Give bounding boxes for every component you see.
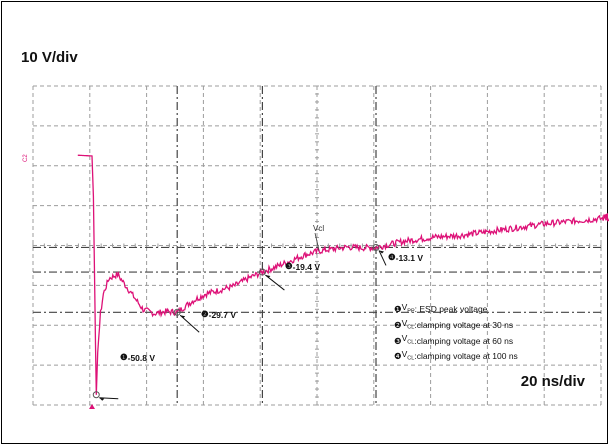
legend-item: ❷ VCL :clamping voltage at 30 ns <box>394 318 518 334</box>
trace-line <box>77 154 609 395</box>
annotation-marker <box>258 268 266 276</box>
legend-text: : ESD peak voltage <box>414 304 488 315</box>
callout-number: ❹ <box>388 252 396 262</box>
annotation-arrowhead <box>379 250 384 254</box>
legend-number: ❷ <box>394 320 402 331</box>
volts-per-div-label: 10 V/div <box>21 49 78 66</box>
time-per-div-label: 20 ns/div <box>520 373 585 390</box>
legend-number: ❹ <box>394 351 402 362</box>
legend-text: :clamping voltage at 30 ns <box>414 320 514 331</box>
trigger-marker <box>89 404 95 409</box>
channel-marker: C2 <box>23 154 29 162</box>
legend-symbol: VCL <box>401 317 415 331</box>
annotation-marker <box>372 243 380 251</box>
callout-value: -50.8 V <box>127 352 156 363</box>
legend-number: ❶ <box>394 304 402 315</box>
legend-symbol: VCL <box>401 349 415 362</box>
legend: ❶ VPP : ESD peak voltage ❷ VCL :clamping… <box>394 302 518 365</box>
legend-item: ❸ VCL :clamping voltage at 60 ns <box>394 333 518 349</box>
legend-item: ❶ VPP : ESD peak voltage <box>394 302 518 318</box>
trace-label-leader <box>314 232 320 252</box>
legend-symbol: VPP <box>401 302 415 315</box>
callout-value: -13.1 V <box>395 252 424 263</box>
annotation-arrow <box>99 397 119 400</box>
annotation-arrowhead <box>265 275 271 279</box>
callout-number: ❶ <box>120 352 128 362</box>
legend-item: ❹ VCL :clamping voltage at 100 ns <box>394 349 518 365</box>
legend-text: :clamping voltage at 100 ns <box>414 351 518 362</box>
annotation-arrow <box>378 250 387 266</box>
callout-peak: ❶ -50.8 V <box>120 352 155 363</box>
trace-label: Vcl <box>313 224 324 233</box>
annotation-arrow <box>179 314 200 333</box>
callout-value: -19.4 V <box>292 261 321 272</box>
reference-arrow <box>602 213 608 219</box>
annotation-arrowhead <box>180 315 186 319</box>
callout-number: ❷ <box>201 309 209 319</box>
callout-30ns: ❷ -29.7 V <box>201 309 236 320</box>
annotation-marker <box>92 391 100 399</box>
annotation-arrowhead <box>99 397 105 401</box>
legend-number: ❸ <box>394 335 402 346</box>
annotation-marker <box>173 308 181 316</box>
legend-text: :clamping voltage at 60 ns <box>414 335 514 346</box>
callout-value: -29.7 V <box>208 309 237 320</box>
legend-symbol: VCL <box>401 333 415 347</box>
callout-number: ❸ <box>285 261 293 271</box>
callout-100ns: ❹ -13.1 V <box>388 252 423 263</box>
callout-60ns: ❸ -19.4 V <box>285 261 320 272</box>
